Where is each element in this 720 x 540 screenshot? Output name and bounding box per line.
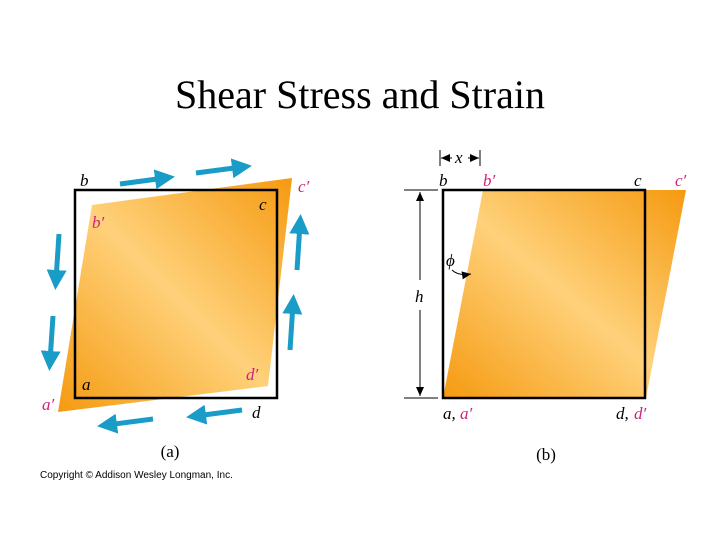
label: b′ — [483, 171, 496, 190]
label: b — [80, 171, 89, 190]
label: b′ — [92, 213, 105, 232]
angle-arrow — [451, 269, 472, 280]
label: h — [415, 287, 424, 306]
copyright: Copyright © Addison Wesley Longman, Inc. — [40, 470, 233, 481]
original-square — [73, 188, 279, 400]
label: a′ — [460, 404, 473, 423]
figure-b: x h ϕ b b′ c c′ a, a′ d, d′ (b) — [404, 148, 687, 464]
caption: (a) — [161, 442, 180, 461]
label: c′ — [675, 171, 687, 190]
caption: (b) — [536, 445, 556, 464]
label: c′ — [298, 177, 310, 196]
label: a — [82, 375, 91, 394]
label: d′ — [634, 404, 647, 423]
label: c — [634, 171, 642, 190]
label: c — [259, 195, 267, 214]
label: d′ — [246, 365, 259, 384]
label: d, — [616, 404, 629, 423]
sheared-shape — [58, 178, 292, 412]
label: x — [454, 148, 463, 167]
label: a, — [443, 404, 456, 423]
label: d — [252, 403, 261, 422]
title: Shear Stress and Strain — [175, 72, 545, 117]
original-square — [441, 188, 647, 400]
label: ϕ — [446, 251, 455, 270]
label: b — [439, 171, 448, 190]
stress-arrows — [40, 158, 310, 434]
label: a′ — [42, 395, 55, 414]
sheared-shape — [443, 190, 686, 398]
figure-a: b c c′ b′ a a′ d′ d (a) — [40, 158, 310, 461]
